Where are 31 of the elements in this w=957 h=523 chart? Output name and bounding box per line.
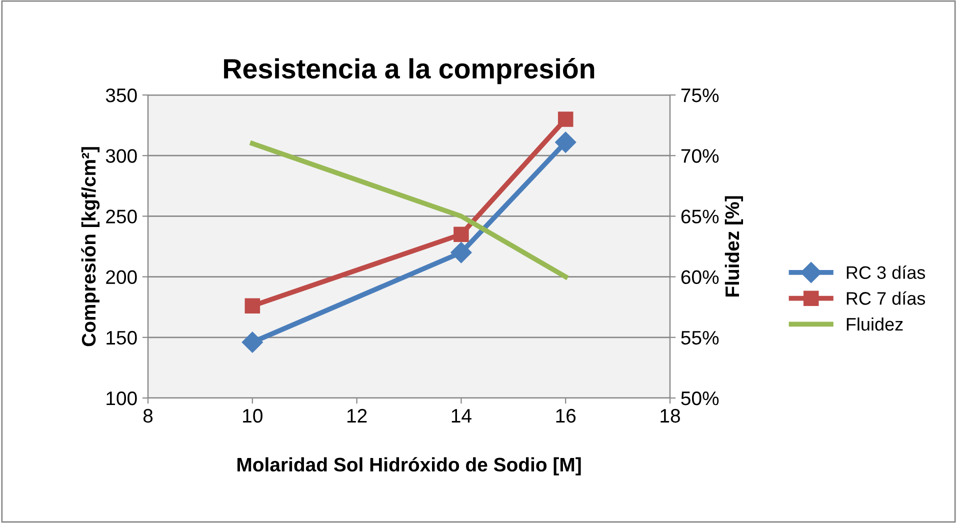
y2-tick-label: 55%	[681, 330, 719, 345]
chart-title: Resistencia a la compresión	[224, 58, 594, 84]
y-axis-title: Compresión [kgf/cm²]	[81, 147, 100, 346]
y2-tick-label: 75%	[681, 88, 719, 102]
point	[555, 132, 576, 153]
x-tick-label: 12	[347, 408, 367, 423]
point	[244, 298, 260, 314]
x-tick-label: 14	[452, 409, 472, 423]
y-tick-label: 200	[106, 270, 137, 284]
y-tick-label: 150	[106, 330, 137, 345]
point	[242, 332, 263, 353]
point	[450, 242, 472, 264]
x-tick-label: 8	[143, 408, 153, 423]
x-axis-title: Molaridad Sol Hidróxido de Sodio [M]	[237, 457, 581, 476]
legend-label: Fluidez	[846, 317, 903, 331]
point	[454, 226, 469, 242]
y2-tick-label: 70%	[681, 149, 719, 163]
legend-label: RC 7 días	[846, 291, 926, 305]
x-tick-label: 10	[243, 408, 262, 423]
legend-label: RC 3 días	[846, 266, 926, 279]
x-tick-label: 16	[556, 408, 576, 423]
y2-tick-label: 65%	[681, 210, 719, 224]
y-tick-label: 100	[106, 391, 137, 406]
y2-tick-label: 60%	[681, 270, 719, 284]
y-tick-label: 350	[106, 88, 137, 102]
x-tick-label: 18	[660, 408, 680, 423]
y2-axis-title: Fluidez [%]	[724, 196, 744, 297]
y2-tick-label: 50%	[681, 391, 719, 406]
y-tick-label: 250	[106, 210, 137, 224]
y-tick-label: 300	[106, 149, 137, 163]
point	[558, 112, 574, 127]
